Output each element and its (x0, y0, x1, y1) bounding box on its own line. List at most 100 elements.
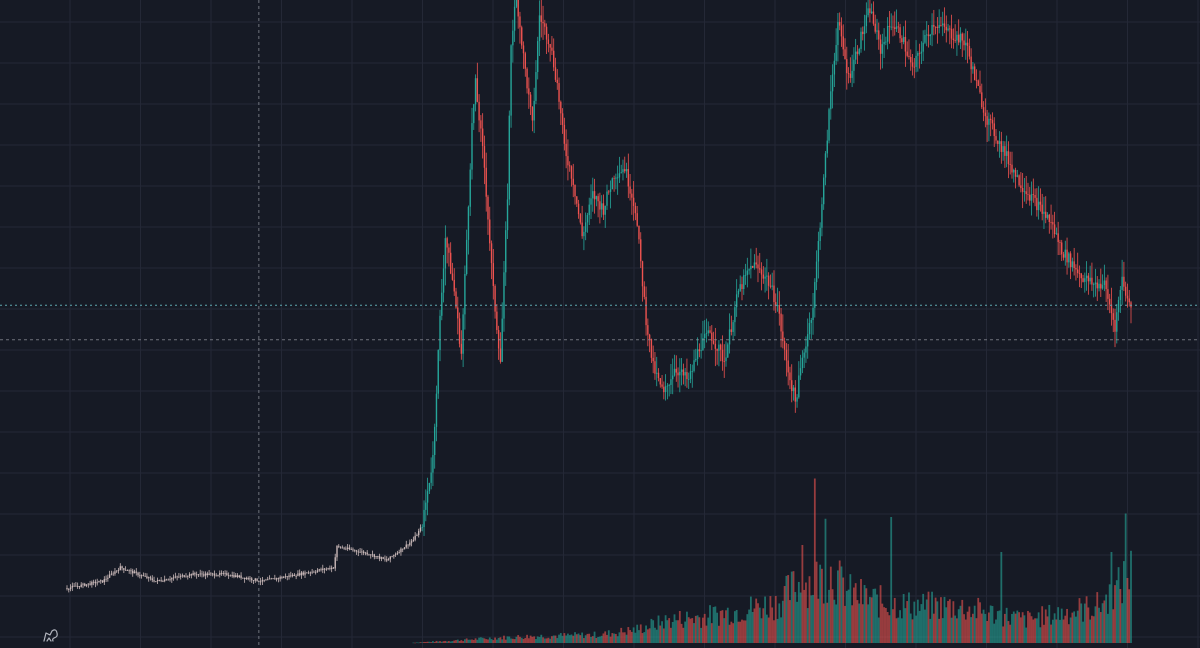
volume-bar (709, 605, 711, 643)
volume-bar (1014, 613, 1017, 643)
volume-bar (856, 600, 859, 643)
volume-bar (902, 594, 905, 643)
candle-body (1085, 275, 1088, 279)
candle (588, 197, 590, 226)
candle (473, 103, 475, 130)
volume-bar (426, 641, 429, 643)
candle-body (913, 66, 915, 68)
volume-bar (558, 634, 560, 643)
candle-body (1105, 280, 1107, 290)
volume-bar (423, 641, 425, 643)
candle-body (956, 34, 958, 41)
candle-body (819, 227, 821, 242)
candle (750, 248, 752, 279)
volume-bar (803, 589, 806, 643)
candle-body (236, 575, 239, 578)
candle (890, 13, 892, 31)
volume-bar (717, 625, 720, 643)
candle-body (1116, 312, 1118, 332)
candle-body (847, 73, 850, 74)
volume-bar (748, 609, 750, 643)
candle (803, 348, 805, 369)
volume-bar (1087, 607, 1090, 643)
candle (135, 568, 137, 576)
candle-body (242, 577, 244, 579)
candle (231, 571, 233, 578)
volume-bar (526, 634, 528, 643)
candle (494, 284, 496, 319)
volume-bar (710, 623, 713, 643)
volume-bar (954, 615, 957, 643)
candle-body (632, 197, 635, 206)
volume-bar (1083, 603, 1086, 643)
candle-body (394, 554, 397, 556)
candle (387, 557, 390, 561)
candle-body (595, 196, 598, 200)
candle-body (540, 15, 542, 22)
candle-body (336, 545, 338, 558)
volume-bar (810, 595, 813, 643)
candle-body (291, 574, 294, 577)
candle (732, 319, 734, 341)
candle (1030, 181, 1033, 216)
candle-body (245, 578, 248, 580)
candle (1059, 239, 1061, 255)
candle-body (277, 578, 280, 580)
candle (386, 556, 388, 563)
volume-bar (682, 627, 685, 643)
candle (249, 576, 251, 582)
candle-body (1121, 276, 1123, 290)
candle (728, 313, 731, 354)
candle (1124, 281, 1127, 302)
candle-body (311, 571, 313, 573)
candle (769, 274, 772, 289)
candle-body (508, 115, 510, 200)
candle-body (352, 549, 354, 551)
candle (537, 36, 539, 80)
volume-bar (691, 618, 694, 643)
candle-body (1064, 249, 1066, 258)
candle-body (620, 172, 622, 174)
candle (842, 24, 844, 57)
candle (286, 576, 288, 581)
candle-body (151, 578, 153, 581)
volume-bar (961, 599, 964, 643)
volume-bar (1092, 616, 1095, 643)
volume-bar (1053, 613, 1056, 643)
candle-body (1078, 273, 1081, 274)
candle-body (897, 26, 900, 28)
candle-body (279, 577, 281, 579)
candle-body (1114, 319, 1116, 332)
candle (929, 33, 931, 46)
candle-body (393, 555, 395, 557)
candle-body (446, 238, 448, 248)
candle (579, 213, 582, 225)
candle (496, 304, 498, 334)
candle-body (524, 53, 526, 69)
candle-body (988, 118, 990, 125)
tradingview-logo-icon[interactable] (42, 627, 60, 643)
volume-bar (421, 642, 424, 643)
candle (924, 29, 926, 45)
volume-bar (844, 605, 846, 643)
candle (236, 573, 239, 579)
candle-body (462, 314, 464, 354)
candle (1107, 274, 1109, 311)
volume-bar (652, 620, 655, 643)
candle-body (567, 156, 569, 166)
volume-bar (629, 630, 631, 643)
candle-body (371, 554, 374, 556)
volume-bar (895, 618, 898, 643)
candle-body (85, 584, 88, 586)
candle (672, 358, 674, 395)
volume-bar (492, 640, 495, 643)
candle (522, 41, 525, 69)
candle-body (799, 368, 802, 376)
candle-body (981, 92, 983, 108)
volume-bar (739, 621, 742, 643)
candle-body (1084, 278, 1086, 282)
candle (568, 161, 571, 172)
